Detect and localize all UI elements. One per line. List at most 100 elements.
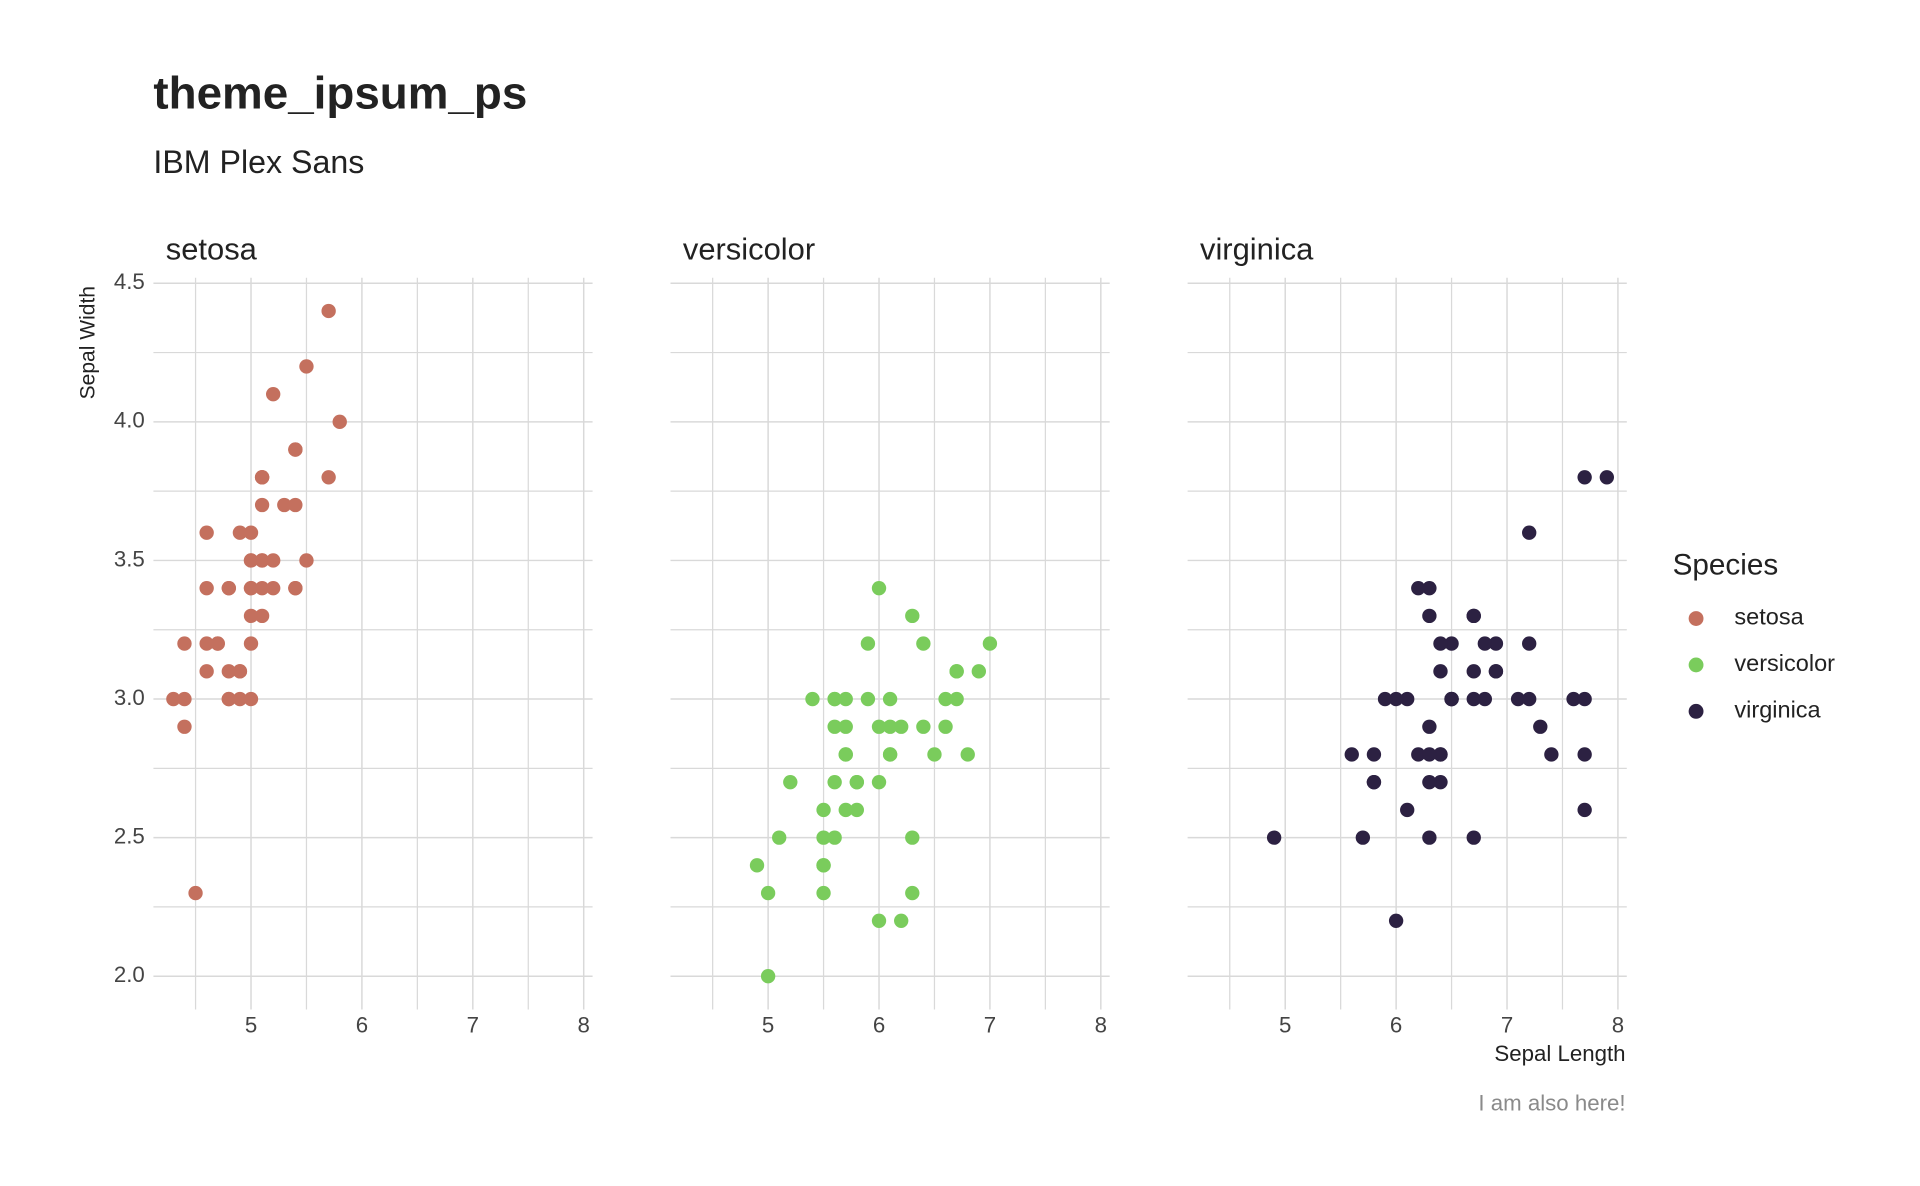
point — [232, 664, 248, 679]
point — [166, 691, 181, 707]
point — [221, 691, 237, 707]
point — [1422, 608, 1437, 624]
y-tick-label: 4.5 — [114, 269, 145, 294]
point — [1444, 691, 1459, 707]
point — [199, 580, 214, 596]
point — [894, 913, 909, 928]
point — [1466, 664, 1481, 679]
point — [827, 830, 842, 845]
point — [1433, 664, 1448, 679]
point — [1366, 747, 1382, 762]
point — [827, 691, 842, 707]
point — [1366, 775, 1382, 790]
point — [827, 775, 842, 790]
point — [871, 719, 887, 734]
point — [816, 802, 831, 818]
chart-subtitle: IBM Plex Sans — [153, 144, 364, 180]
point — [1444, 636, 1459, 651]
point — [849, 775, 865, 790]
point — [1577, 747, 1592, 762]
point — [860, 691, 876, 707]
point — [266, 553, 281, 568]
point — [1533, 719, 1548, 734]
point — [772, 830, 787, 845]
panel-title: setosa — [166, 231, 258, 266]
point — [321, 303, 336, 319]
point — [905, 885, 920, 901]
x-tick-label: 7 — [467, 1013, 479, 1038]
point — [1388, 913, 1404, 928]
y-tick-label: 4.0 — [114, 408, 145, 433]
point — [1422, 830, 1437, 845]
point — [188, 885, 203, 901]
point — [838, 747, 853, 762]
point — [871, 580, 887, 596]
x-tick-label: 5 — [1279, 1013, 1291, 1038]
point — [243, 553, 259, 568]
y-tick-label: 3.0 — [114, 685, 145, 710]
x-tick-label: 6 — [873, 1013, 885, 1038]
point — [1422, 719, 1437, 734]
point — [1522, 691, 1537, 707]
point — [243, 580, 259, 596]
point — [221, 664, 237, 679]
point — [838, 802, 853, 818]
point — [288, 497, 303, 513]
x-tick-label: 7 — [984, 1013, 996, 1038]
x-tick-label: 6 — [1390, 1013, 1402, 1038]
point — [243, 636, 259, 651]
point — [1433, 775, 1448, 790]
point — [1422, 580, 1437, 596]
point — [849, 802, 865, 818]
point — [960, 747, 975, 762]
legend-title: Species — [1673, 548, 1779, 581]
x-axis-label: Sepal Length — [1494, 1041, 1625, 1066]
point — [1466, 608, 1481, 624]
point — [760, 969, 776, 984]
x-tick-label: 8 — [578, 1013, 590, 1038]
point — [177, 691, 192, 707]
point — [1411, 580, 1426, 596]
point — [949, 664, 964, 679]
point — [882, 691, 898, 707]
point — [288, 442, 303, 457]
point — [838, 719, 853, 734]
legend-swatch — [1688, 611, 1704, 626]
point — [254, 608, 270, 624]
x-tick-label: 8 — [1095, 1013, 1107, 1038]
point — [1477, 691, 1493, 707]
point — [927, 747, 942, 762]
point — [882, 747, 898, 762]
point — [277, 497, 292, 513]
point — [1466, 691, 1481, 707]
point — [232, 525, 248, 540]
point — [860, 636, 876, 651]
point — [871, 775, 887, 790]
point — [838, 691, 853, 707]
point — [1266, 830, 1282, 845]
point — [1599, 470, 1615, 485]
point — [938, 691, 953, 707]
point — [177, 636, 192, 651]
point — [299, 553, 314, 568]
point — [982, 636, 998, 651]
point — [1488, 636, 1504, 651]
legend-label: versicolor — [1734, 650, 1835, 676]
point — [894, 719, 909, 734]
legend-label: virginica — [1734, 697, 1821, 723]
point — [266, 580, 281, 596]
point — [749, 858, 765, 873]
point — [1577, 691, 1592, 707]
point — [938, 719, 953, 734]
point — [949, 691, 964, 707]
point — [1577, 802, 1592, 818]
y-tick-label: 3.5 — [114, 546, 145, 571]
point — [1510, 691, 1526, 707]
point — [816, 858, 831, 873]
point — [1466, 830, 1481, 845]
point — [1400, 691, 1415, 707]
point — [1522, 636, 1537, 651]
x-tick-label: 8 — [1612, 1013, 1624, 1038]
